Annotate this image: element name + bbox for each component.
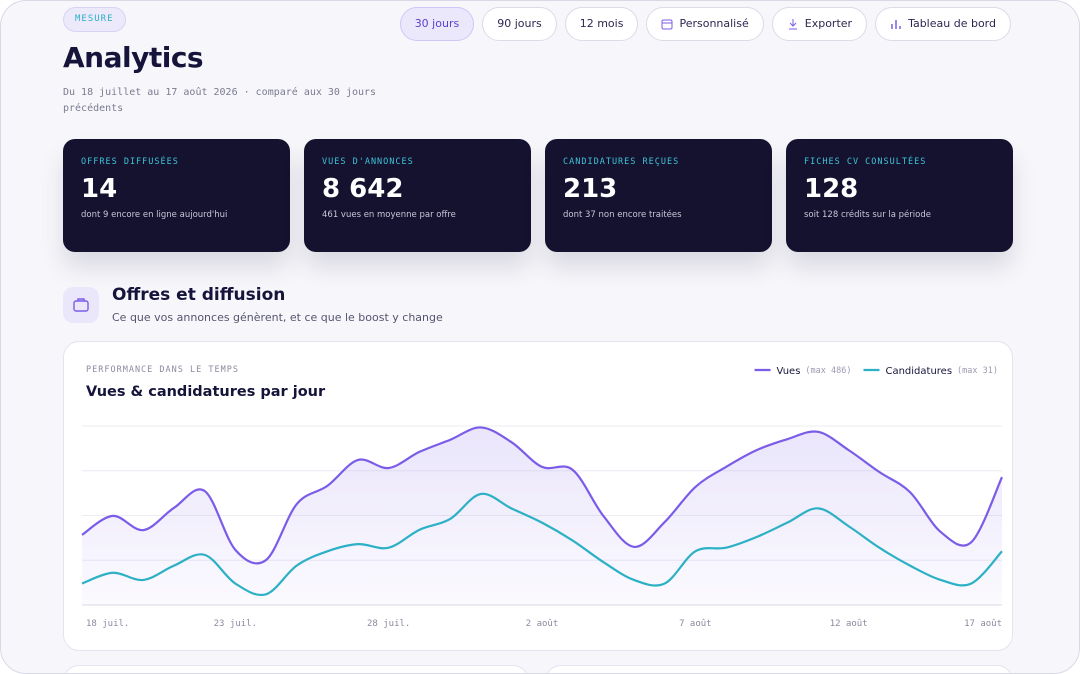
briefcase-icon bbox=[73, 298, 89, 312]
filter-button[interactable]: 90 jours bbox=[482, 7, 557, 41]
chart-card: PERFORMANCE DANS LE TEMPS Vues & candidat… bbox=[63, 341, 1013, 651]
legend-label: Candidatures bbox=[885, 366, 952, 377]
kpi-note: soit 128 crédits sur la période bbox=[804, 210, 931, 220]
x-tick-label: 28 juil. bbox=[367, 619, 410, 629]
button-label: Tableau de bord bbox=[908, 17, 996, 30]
legend: (max 31) Candidatures (max 486) Vues bbox=[754, 366, 998, 377]
kpi-value: 14 bbox=[81, 174, 118, 204]
chart-icon bbox=[891, 20, 901, 29]
kpi-card: CANDIDATURES REÇUES 213 dont 37 non encore… bbox=[545, 139, 772, 252]
page-title: Analytics bbox=[63, 41, 204, 74]
kpi-label: OFFRES DIFFUSÉES bbox=[81, 157, 179, 167]
card bbox=[545, 665, 1013, 673]
kpi-value: 128 bbox=[804, 174, 859, 204]
section-icon bbox=[63, 287, 99, 323]
calendar-icon bbox=[661, 19, 673, 30]
action-button[interactable]: Tableau de bord bbox=[875, 7, 1011, 41]
x-tick-label: 18 juil. bbox=[86, 619, 129, 629]
action-button[interactable]: Exporter bbox=[771, 7, 868, 41]
section-subtitle: Ce que vos annonces génèrent, et ce que … bbox=[112, 311, 443, 324]
chart-eyebrow: PERFORMANCE DANS LE TEMPS bbox=[86, 365, 239, 375]
section-title: Offres et diffusion bbox=[112, 285, 286, 305]
x-tick-label: 23 juil. bbox=[214, 619, 257, 629]
button-label: Exporter bbox=[804, 17, 853, 30]
kpi-note: dont 9 encore en ligne aujourd'hui bbox=[81, 210, 228, 220]
download-icon bbox=[788, 19, 797, 30]
kpi-value: 213 bbox=[563, 174, 618, 204]
card bbox=[63, 665, 529, 673]
filter-button[interactable]: 30 jours bbox=[399, 7, 475, 41]
kpi-note: 461 vues en moyenne par offre bbox=[322, 210, 456, 220]
legend-label: Vues bbox=[777, 366, 801, 377]
x-tick-label: 17 août bbox=[964, 619, 1002, 629]
chart: PERFORMANCE DANS LE TEMPS Vues & candidat… bbox=[81, 365, 1003, 629]
kpi-value: 8 642 bbox=[322, 174, 404, 204]
kpi-label: VUES D'ANNONCES bbox=[322, 157, 414, 167]
x-tick-label: 12 août bbox=[830, 619, 868, 629]
kpi-card: VUES D'ANNONCES 8 642 461 vues en moyenne … bbox=[304, 139, 531, 252]
legend-note: (max 31) bbox=[957, 366, 998, 376]
x-tick-label: 7 août bbox=[679, 619, 712, 629]
kpi-note: dont 37 non encore traitées bbox=[563, 210, 682, 220]
kpi-card: OFFRES DIFFUSÉES 14 dont 9 encore en ligne… bbox=[63, 139, 290, 252]
button-label: Personnalisé bbox=[679, 17, 749, 30]
badge: MESURE bbox=[63, 7, 126, 32]
kpi-label: CANDIDATURES REÇUES bbox=[563, 157, 680, 167]
legend-note: (max 486) bbox=[805, 366, 851, 376]
kpi-card: FICHES CV CONSULTÉES 128 soit 128 crédits … bbox=[786, 139, 1013, 252]
x-tick-label: 2 août bbox=[526, 619, 559, 629]
chart-title: Vues & candidatures par jour bbox=[86, 384, 326, 400]
page-subtitle: Du 18 juillet au 17 août 2026 · comparé … bbox=[63, 87, 377, 114]
filter-button[interactable]: 12 mois bbox=[564, 7, 639, 41]
kpi-label: FICHES CV CONSULTÉES bbox=[804, 157, 927, 167]
filter-button[interactable]: Personnalisé bbox=[646, 7, 764, 41]
toolbar: 30 jours 90 jours 12 mois Personnalisé E… bbox=[399, 7, 1011, 41]
line bbox=[81, 426, 1003, 565]
line bbox=[81, 492, 1003, 597]
area bbox=[82, 427, 1002, 605]
